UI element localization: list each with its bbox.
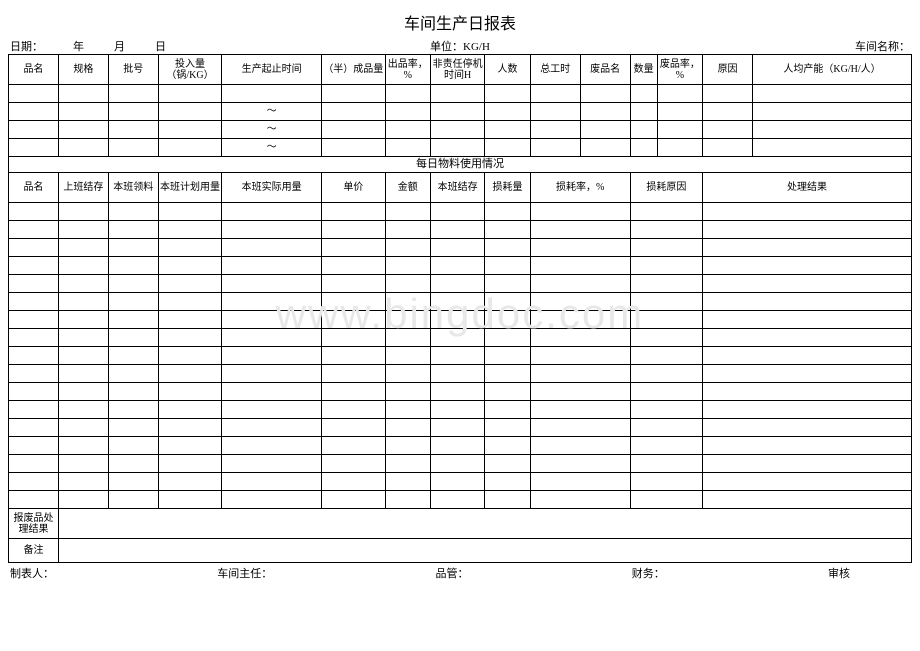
h2-plan: 本班计划用量 xyxy=(158,173,222,203)
h1-capacity: 人均产能（KG/H/人） xyxy=(753,55,912,85)
t1-row: ～ xyxy=(9,139,912,157)
section2-title: 每日物料使用情况 xyxy=(9,157,912,173)
t2-row xyxy=(9,221,912,239)
h2-product: 品名 xyxy=(9,173,59,203)
t2-row xyxy=(9,455,912,473)
month-label: 月 xyxy=(114,38,125,54)
h1-reason: 原因 xyxy=(703,55,753,85)
h1-qty: 数量 xyxy=(630,55,657,85)
t2-row xyxy=(9,419,912,437)
t2-row xyxy=(9,275,912,293)
h2-endstock: 本班结存 xyxy=(430,173,484,203)
t2-row xyxy=(9,383,912,401)
h1-time: 生产起止时间 xyxy=(222,55,322,85)
h1-batch: 批号 xyxy=(108,55,158,85)
finance-label: 财务： xyxy=(632,565,665,581)
h1-waste: 废品名 xyxy=(580,55,630,85)
t1-row: ～ xyxy=(9,103,912,121)
h1-hours: 总工时 xyxy=(530,55,580,85)
unit-label: 单位：KG/H xyxy=(430,38,490,54)
h2-actual: 本班实际用量 xyxy=(222,173,322,203)
h1-downtime: 非责任停机时间H xyxy=(430,55,484,85)
production-table: 品名 规格 批号 投入量（锅/KG） 生产起止时间 （半）成品量 出品率，% 非… xyxy=(8,54,912,563)
h1-input: 投入量（锅/KG） xyxy=(158,55,222,85)
t2-row xyxy=(9,257,912,275)
h2-lossreason: 损耗原因 xyxy=(630,173,703,203)
t2-row xyxy=(9,401,912,419)
t2-row xyxy=(9,293,912,311)
h2-lossqty: 损耗量 xyxy=(485,173,530,203)
t2-row xyxy=(9,329,912,347)
h1-semi: （半）成品量 xyxy=(322,55,386,85)
footer-row: 制表人： 车间主任： 品管： 财务： 审核 xyxy=(8,565,912,581)
h1-wrate: 废品率，% xyxy=(657,55,702,85)
remark-label: 备注 xyxy=(9,539,59,563)
t1-row: ～ xyxy=(9,121,912,139)
t2-row xyxy=(9,311,912,329)
h2-price: 单价 xyxy=(322,173,386,203)
meta-row: 日期： 年 月 日 单位：KG/H 车间名称： xyxy=(8,38,912,54)
day-label: 日 xyxy=(155,38,166,54)
h2-result: 处理结果 xyxy=(703,173,912,203)
year-label: 年 xyxy=(73,38,84,54)
t2-row xyxy=(9,347,912,365)
h2-prev: 上班结存 xyxy=(58,173,108,203)
director-label: 车间主任： xyxy=(217,565,272,581)
audit-label: 审核 xyxy=(828,565,850,581)
page-title: 车间生产日报表 xyxy=(8,10,912,34)
t2-row xyxy=(9,239,912,257)
workshop-label: 车间名称： xyxy=(855,38,910,54)
h1-yield: 出品率，% xyxy=(385,55,430,85)
h1-product: 品名 xyxy=(9,55,59,85)
t2-row xyxy=(9,491,912,509)
inspector-label: 品管： xyxy=(436,565,469,581)
h2-recv: 本班领料 xyxy=(108,173,158,203)
h1-people: 人数 xyxy=(485,55,530,85)
t2-row xyxy=(9,437,912,455)
t2-row xyxy=(9,203,912,221)
creator-label: 制表人： xyxy=(10,565,54,581)
waste-result-label: 报废品处理结果 xyxy=(9,509,59,539)
t2-row xyxy=(9,365,912,383)
h2-amount: 金额 xyxy=(385,173,430,203)
date-label: 日期： xyxy=(10,38,43,54)
t1-row xyxy=(9,85,912,103)
h2-lossrate: 损耗率，% xyxy=(530,173,630,203)
t2-row xyxy=(9,473,912,491)
h1-spec: 规格 xyxy=(58,55,108,85)
